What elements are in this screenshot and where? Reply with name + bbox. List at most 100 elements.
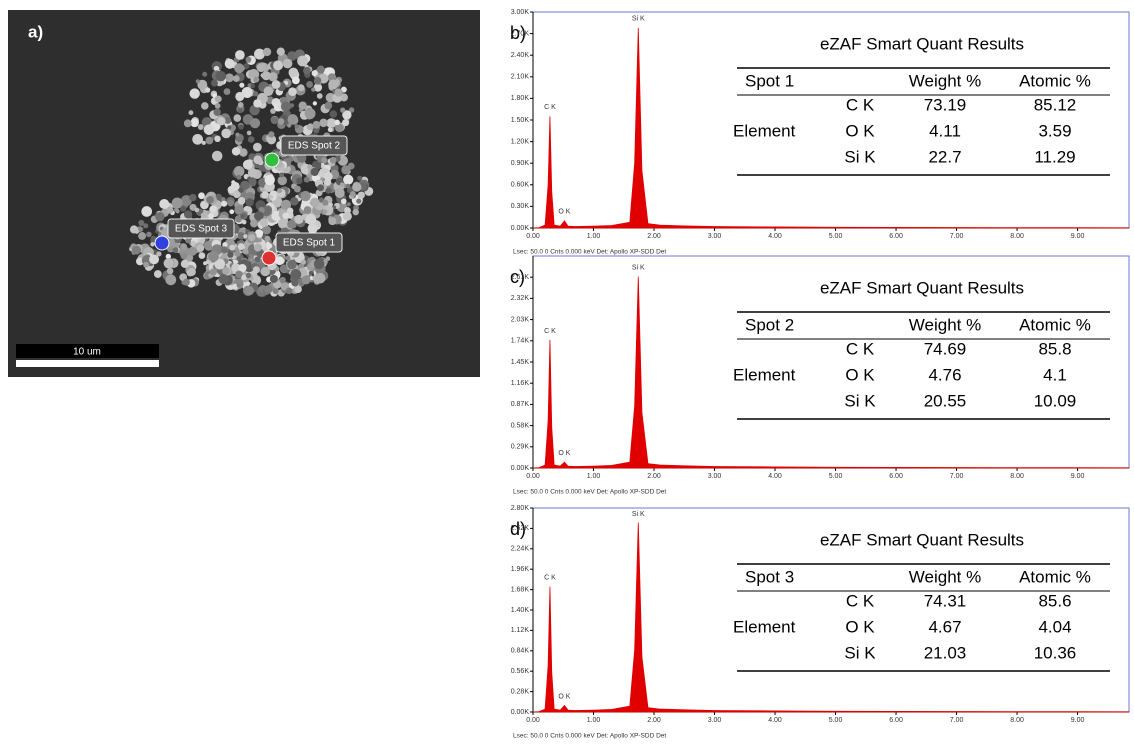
y-tick-label: 1.74K — [511, 338, 530, 345]
particle — [340, 107, 345, 112]
particle — [189, 194, 196, 201]
y-tick-label: 1.45K — [511, 359, 530, 366]
particle — [290, 197, 298, 205]
particle — [184, 119, 192, 127]
particle — [317, 184, 324, 191]
footer: Lsec: 50.0 0 Cnts 0.000 keV Det: Apollo … — [513, 249, 666, 256]
spot-label: EDS Spot 3 — [175, 224, 228, 235]
table-cell: Si K — [844, 391, 876, 410]
y-tick-label: 0.28K — [511, 688, 530, 695]
y-tick-label: 2.10K — [511, 74, 530, 81]
particle — [328, 217, 336, 225]
particle — [335, 188, 345, 198]
particle — [222, 242, 227, 247]
particle — [317, 66, 325, 74]
peak-label: Si K — [632, 264, 645, 271]
particle — [291, 279, 298, 286]
scale-bar-label: 10 um — [73, 347, 101, 358]
particle — [224, 88, 231, 95]
y-tick-label: 2.32K — [511, 295, 530, 302]
particle — [227, 251, 233, 257]
table-row-group: Element — [733, 617, 796, 636]
particle — [324, 172, 333, 181]
particle — [221, 201, 227, 207]
particle — [205, 87, 210, 92]
peak-label: O K — [558, 209, 570, 216]
particle — [238, 102, 244, 108]
y-tick-label: 0.30K — [511, 203, 530, 210]
particle — [317, 93, 323, 99]
particle — [290, 269, 301, 280]
particle — [255, 256, 261, 262]
particle — [254, 243, 262, 251]
particle — [221, 246, 228, 253]
particle — [235, 271, 242, 278]
particle — [235, 92, 244, 101]
particle — [292, 76, 300, 84]
particle — [217, 117, 226, 126]
particle — [183, 279, 190, 286]
particle — [212, 151, 223, 162]
particle — [322, 209, 327, 214]
particle — [231, 182, 240, 191]
particle — [273, 60, 283, 70]
y-tick-label: 0.00K — [511, 225, 530, 232]
x-tick-label: 8.00 — [1010, 717, 1024, 724]
particle — [184, 210, 192, 218]
peak-label: O K — [558, 693, 570, 700]
particle — [149, 254, 159, 264]
particle — [238, 124, 244, 130]
particle — [315, 221, 320, 226]
table-header: Weight % — [909, 71, 981, 90]
x-tick-label: 9.00 — [1071, 473, 1085, 480]
particle — [253, 266, 260, 273]
particle — [304, 206, 312, 214]
y-tick-label: 3.00K — [511, 9, 530, 16]
particle — [233, 114, 241, 122]
table-header: Spot 2 — [745, 315, 794, 334]
particle — [248, 168, 258, 178]
particle — [253, 91, 258, 96]
particle — [288, 87, 297, 96]
table-cell: 11.29 — [1034, 147, 1075, 166]
y-tick-label: 0.56K — [511, 668, 530, 675]
peak-label: Si K — [632, 16, 645, 23]
particle — [304, 177, 310, 183]
particle — [312, 70, 318, 76]
particle — [277, 188, 282, 193]
particle — [239, 148, 247, 156]
scale-bar — [16, 360, 159, 367]
x-tick-label: 6.00 — [889, 717, 903, 724]
particle — [280, 277, 286, 283]
particle — [301, 260, 306, 265]
particle — [132, 245, 141, 254]
spot-marker — [262, 251, 276, 265]
x-tick-label: 4.00 — [768, 473, 782, 480]
y-tick-label: 2.80K — [511, 505, 530, 512]
particle — [222, 267, 230, 275]
particle — [269, 195, 274, 200]
particle — [314, 259, 324, 269]
particle — [287, 220, 296, 229]
particle — [248, 234, 255, 241]
particle — [213, 109, 220, 116]
table-title: eZAF Smart Quant Results — [820, 34, 1024, 53]
particle — [188, 247, 197, 256]
particle — [165, 274, 176, 285]
particle — [341, 199, 347, 205]
table-cell: 4.76 — [928, 365, 961, 384]
particle — [199, 252, 206, 259]
particle — [334, 88, 342, 96]
x-tick-label: 0.00 — [526, 233, 540, 240]
x-tick-label: 3.00 — [708, 473, 722, 480]
particle — [283, 59, 293, 69]
table-cell: 73.19 — [924, 95, 967, 114]
particle — [227, 200, 234, 207]
x-tick-label: 5.00 — [829, 717, 843, 724]
spot-label: EDS Spot 2 — [288, 141, 341, 152]
y-tick-label: 2.70K — [511, 30, 530, 37]
x-tick-label: 8.00 — [1010, 233, 1024, 240]
particle — [247, 131, 252, 136]
particle — [350, 191, 356, 197]
particle — [300, 191, 310, 201]
